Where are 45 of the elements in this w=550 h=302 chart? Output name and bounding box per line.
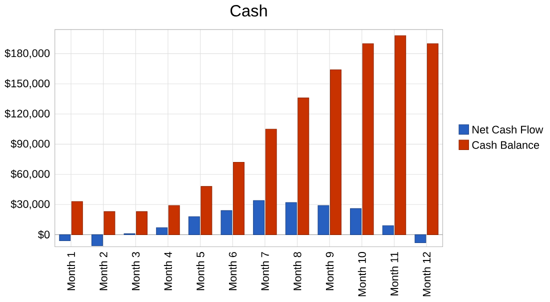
x-tick-label: Month 6 <box>228 252 237 290</box>
y-tick-label: $150,000 <box>4 79 50 89</box>
bar <box>156 228 168 236</box>
y-tick-label: $0 <box>38 230 50 240</box>
bar <box>233 162 244 236</box>
bar <box>104 211 116 236</box>
y-tick-label: $120,000 <box>4 109 50 119</box>
x-tick-label: Month 2 <box>99 252 108 290</box>
x-tick-label: Month 11 <box>390 252 398 296</box>
x-tick-label: Month 8 <box>293 252 302 290</box>
x-tick-label: Month 3 <box>132 252 140 290</box>
y-tick-label: $30,000 <box>10 200 50 210</box>
legend-label: Cash Balance <box>472 141 540 150</box>
bar <box>318 205 330 236</box>
x-tick-label: Month 9 <box>326 252 334 290</box>
bar <box>136 211 148 236</box>
x-tick-label: Month 4 <box>164 252 172 290</box>
bar <box>220 210 232 236</box>
bar <box>188 216 200 236</box>
x-tick-label: Month 12 <box>422 252 431 296</box>
bar <box>265 129 277 236</box>
legend-label: Net Cash Flow <box>472 126 544 134</box>
bar <box>59 234 71 242</box>
bar <box>382 226 394 236</box>
y-tick-label: $60,000 <box>10 170 50 180</box>
bar <box>394 36 406 236</box>
bar <box>350 208 362 236</box>
bar <box>330 70 342 236</box>
y-tick-label: $90,000 <box>10 140 50 150</box>
chart-title: Cash <box>230 4 267 17</box>
y-tick-label: $180,000 <box>4 49 50 59</box>
bar <box>71 201 83 236</box>
bar <box>168 205 180 236</box>
x-tick-label: Month 1 <box>67 252 76 290</box>
bar <box>362 44 374 236</box>
bar <box>91 234 103 246</box>
bar <box>285 202 297 236</box>
bar <box>253 200 265 236</box>
bar <box>426 44 438 236</box>
bar <box>414 234 426 244</box>
x-tick-label: Month 5 <box>196 252 204 290</box>
bar <box>298 98 310 236</box>
x-tick-label: Month 7 <box>260 252 269 290</box>
bar <box>200 186 212 236</box>
x-tick-label: Month 10 <box>358 252 366 296</box>
